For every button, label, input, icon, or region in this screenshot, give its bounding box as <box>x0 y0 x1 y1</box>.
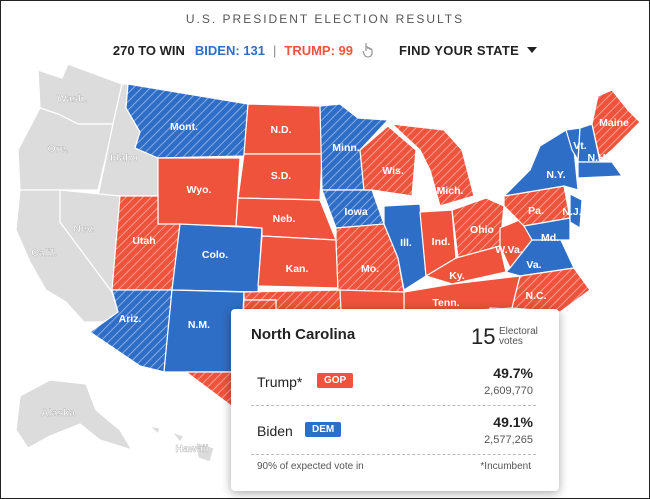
electoral-label-line2: votes <box>499 336 523 347</box>
biden-score: BIDEN: 131 <box>194 42 265 58</box>
label-iowa: Iowa <box>344 206 367 218</box>
popup-divider <box>251 454 536 455</box>
label-ny: N.Y. <box>546 169 565 181</box>
vote-percent: 49.7% <box>493 365 533 381</box>
label-minn: Minn. <box>332 142 359 154</box>
label-utah: Utah <box>132 235 155 247</box>
label-hawaii: Hawaii <box>175 443 208 455</box>
label-calif: Calif. <box>31 247 57 259</box>
chevron-down-icon <box>527 47 538 53</box>
label-wva: W.Va. <box>495 244 523 256</box>
label-nh: N.H. <box>588 152 609 164</box>
label-pa: Pa. <box>528 205 544 217</box>
party-badge-gop: GOP <box>317 373 354 388</box>
incumbent-note: *Incumbent <box>480 461 531 472</box>
label-wyo: Wyo. <box>187 184 212 196</box>
candidate-name: Trump* <box>257 374 303 390</box>
party-badge-dem: DEM <box>305 422 342 437</box>
find-your-state-label: FIND YOUR STATE <box>399 42 520 58</box>
page-title: U.S. PRESIDENT ELECTION RESULTS <box>185 12 465 26</box>
score-separator: | <box>273 42 277 58</box>
label-maine: Maine <box>599 117 629 129</box>
vote-percent: 49.1% <box>493 414 533 430</box>
label-va: Va. <box>526 259 541 271</box>
label-ohio: Ohio <box>470 224 494 236</box>
label-wis: Wis. <box>382 165 404 177</box>
popup-electoral-votes: 15 <box>471 324 496 349</box>
popup-state-name: North Carolina <box>251 326 356 343</box>
label-ill: Ill. <box>400 237 412 249</box>
state-ma[interactable] <box>577 161 623 179</box>
to-win-label: 270 TO WIN <box>112 42 185 58</box>
label-ind: Ind. <box>432 236 451 248</box>
state-ny[interactable] <box>503 129 579 197</box>
label-md: Md. <box>541 232 559 244</box>
state-ill[interactable] <box>383 203 427 291</box>
state-mich[interactable] <box>391 123 475 207</box>
state-detail-popup: North Carolina 15 Electoral votes Trump*… <box>231 309 559 491</box>
label-mo: Mo. <box>361 263 379 275</box>
state-kan[interactable] <box>257 235 339 289</box>
trump-score: TRUMP: 99 <box>284 42 354 58</box>
candidate-row-biden: Biden DEM 49.1% 2,577,265 <box>257 413 533 459</box>
vote-count: 2,609,770 <box>484 385 533 397</box>
hand-pointer-icon <box>359 41 377 59</box>
label-nj: N.J. <box>562 206 581 218</box>
state-ohio[interactable] <box>451 197 505 259</box>
state-hawaii[interactable] <box>149 425 215 463</box>
expected-vote-note: 90% of expected vote in <box>257 461 364 472</box>
label-alaska: Alaska <box>41 407 75 419</box>
popup-electoral-label: Electoral votes <box>499 327 549 347</box>
label-mont: Mont. <box>170 121 198 133</box>
state-wis[interactable] <box>359 125 417 197</box>
label-sd: S.D. <box>271 170 292 182</box>
electoral-label-line1: Electoral <box>499 326 538 337</box>
vote-count: 2,577,265 <box>484 434 533 446</box>
candidate-name: Biden <box>257 423 293 439</box>
label-kan: Kan. <box>286 263 309 275</box>
label-nc: N.C. <box>526 290 547 302</box>
label-vt: Vt. <box>573 140 587 152</box>
find-your-state-dropdown[interactable]: FIND YOUR STATE <box>399 42 538 58</box>
label-idaho: Idaho <box>110 152 138 164</box>
label-nd: N.D. <box>271 124 292 136</box>
state-alaska[interactable] <box>15 379 133 451</box>
label-ky: Ky. <box>449 270 465 282</box>
state-md[interactable] <box>523 217 571 241</box>
state-nj[interactable] <box>569 193 583 229</box>
label-ore: Ore. <box>47 143 68 155</box>
label-nev: Nev. <box>73 223 94 235</box>
label-wash: Wash. <box>57 93 88 105</box>
label-neb: Neb. <box>273 213 296 225</box>
label-mich: Mich. <box>437 185 464 197</box>
label-tenn: Tenn. <box>432 297 459 309</box>
state-ky[interactable] <box>425 245 507 285</box>
score-bar: 270 TO WIN BIDEN: 131 | TRUMP: 99 FIND Y… <box>0 41 650 59</box>
candidate-row-trump: Trump* GOP 49.7% 2,609,770 <box>257 364 533 410</box>
state-maine[interactable] <box>591 89 641 161</box>
label-nm: N.M. <box>188 319 210 331</box>
label-colo: Colo. <box>202 249 228 261</box>
popup-divider <box>251 405 536 406</box>
label-ariz: Ariz. <box>119 313 142 325</box>
